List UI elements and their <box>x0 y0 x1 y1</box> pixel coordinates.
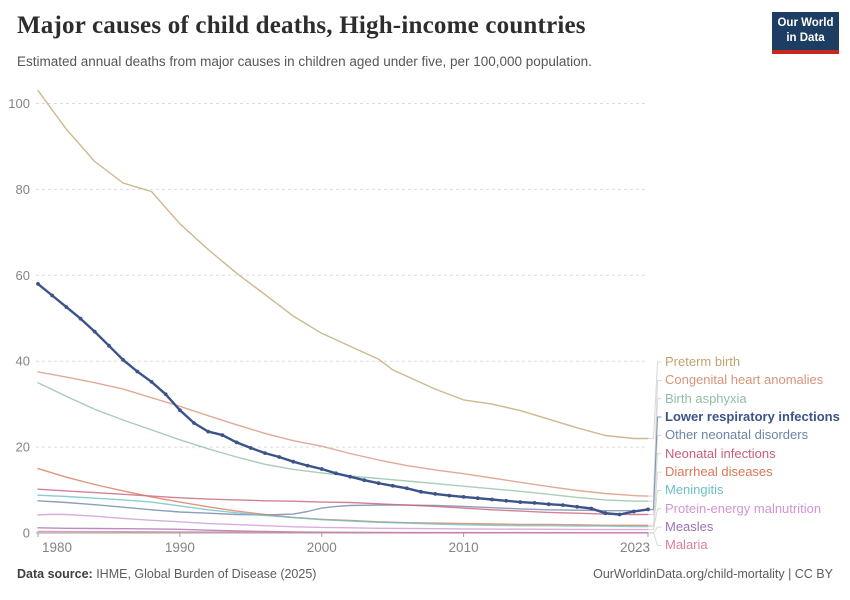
series-marker-lower-respiratory-infections <box>475 496 480 501</box>
legend-item-neonatal-infections[interactable]: Neonatal infections <box>665 445 776 461</box>
series-marker-lower-respiratory-infections <box>546 502 551 507</box>
series-marker-lower-respiratory-infections <box>561 503 565 507</box>
series-line-other-neonatal-disorders[interactable] <box>37 500 649 516</box>
series-marker-lower-respiratory-infections <box>646 507 650 512</box>
series-marker-lower-respiratory-infections <box>36 282 40 286</box>
series-marker-lower-respiratory-infections <box>220 433 225 437</box>
legend-item-other-neonatal-disorders[interactable]: Other neonatal disorders <box>665 427 809 443</box>
series-line-lower-respiratory-infections[interactable] <box>36 282 650 516</box>
y-tick-label-100: 100 <box>8 96 30 111</box>
series-marker-lower-respiratory-infections <box>50 293 55 298</box>
y-tick-label-60: 60 <box>16 268 30 283</box>
legend-item-protein-energy-malnutrition[interactable]: Protein-energy malnutrition <box>665 500 822 516</box>
series-marker-lower-respiratory-infections <box>192 421 196 425</box>
data-source: Data source: IHME, Global Burden of Dise… <box>17 567 316 581</box>
series-marker-lower-respiratory-infections <box>78 316 83 321</box>
x-tick-label-2000: 2000 <box>307 540 337 555</box>
series-marker-lower-respiratory-infections <box>277 455 282 459</box>
series-line-preterm-birth[interactable] <box>37 89 649 440</box>
series-marker-lower-respiratory-infections <box>504 498 508 503</box>
series-marker-lower-respiratory-infections <box>334 471 338 476</box>
legend-item-preterm-birth[interactable]: Preterm birth <box>665 354 741 369</box>
owid-logo: Our World in Data <box>772 12 839 54</box>
data-source-value: IHME, Global Burden of Disease (2025) <box>92 567 317 581</box>
legend-item-lower-respiratory-infections[interactable]: Lower respiratory infections <box>665 409 840 425</box>
series-marker-lower-respiratory-infections <box>163 392 168 397</box>
legend-item-meningitis[interactable]: Meningitis <box>665 482 724 498</box>
series-marker-lower-respiratory-infections <box>263 451 267 455</box>
series-line-meningitis[interactable] <box>37 494 649 528</box>
legend-item-birth-asphyxia[interactable]: Birth asphyxia <box>665 390 747 406</box>
series-marker-lower-respiratory-infections <box>291 459 296 464</box>
y-tick-label-80: 80 <box>16 182 30 197</box>
y-tick-label-40: 40 <box>16 354 30 369</box>
owid-logo-line2: in Data <box>786 31 825 44</box>
series-line-diarrheal-diseases[interactable] <box>37 467 649 526</box>
legend-connector-birth-asphyxia <box>649 398 662 502</box>
series-marker-lower-respiratory-infections <box>390 483 395 488</box>
x-tick-label-2010: 2010 <box>449 540 479 555</box>
legend-item-measles[interactable]: Measles <box>665 519 714 535</box>
x-tick-label-1980: 1980 <box>42 540 72 555</box>
x-tick-label-2023: 2023 <box>620 540 650 555</box>
y-tick-label-20: 20 <box>16 440 30 455</box>
series-marker-lower-respiratory-infections <box>419 489 423 494</box>
legend-item-malaria[interactable]: Malaria <box>665 537 708 553</box>
series-marker-lower-respiratory-infections <box>631 509 636 514</box>
x-tick-label-1990: 1990 <box>165 540 195 555</box>
page-title: Major causes of child deaths, High-incom… <box>17 12 586 39</box>
series-marker-lower-respiratory-infections <box>149 379 154 384</box>
data-source-label: Data source: <box>17 567 93 581</box>
series-line-malaria[interactable] <box>37 530 649 534</box>
legend-connector-preterm-birth <box>649 361 662 439</box>
series-marker-lower-respiratory-infections <box>64 305 69 309</box>
series-marker-lower-respiratory-infections <box>617 512 622 517</box>
chart-legend: Preterm birth Congenital heart anomalies B… <box>665 353 840 555</box>
series-line-congenital-heart-anomalies[interactable] <box>37 371 649 497</box>
series-marker-lower-respiratory-infections <box>575 504 579 509</box>
y-tick-label-0: 0 <box>23 526 30 541</box>
series-marker-lower-respiratory-infections <box>433 492 438 496</box>
series-marker-lower-respiratory-infections <box>206 429 211 434</box>
series-marker-lower-respiratory-infections <box>121 358 125 362</box>
series-marker-lower-respiratory-infections <box>518 500 523 504</box>
series-marker-lower-respiratory-infections <box>461 495 466 499</box>
series-marker-lower-respiratory-infections <box>348 474 352 479</box>
series-marker-lower-respiratory-infections <box>490 497 494 502</box>
series-marker-lower-respiratory-infections <box>319 467 324 471</box>
series-marker-lower-respiratory-infections <box>305 463 310 468</box>
series-marker-lower-respiratory-infections <box>532 501 537 505</box>
legend-connector-lower-respiratory-infections <box>649 416 662 510</box>
series-marker-lower-respiratory-infections <box>248 446 253 450</box>
series-marker-lower-respiratory-infections <box>589 506 594 511</box>
series-marker-lower-respiratory-infections <box>376 481 381 486</box>
series-line-neonatal-infections[interactable] <box>37 488 649 516</box>
legend-connector-neonatal-infections <box>649 453 662 515</box>
page-subtitle: Estimated annual deaths from major cause… <box>17 54 592 69</box>
series-line-protein-energy-malnutrition[interactable] <box>37 513 649 531</box>
legend-connector-meningitis <box>649 489 662 528</box>
series-marker-lower-respiratory-infections <box>234 440 239 445</box>
legend-connector-malaria <box>649 532 662 546</box>
legend-connector-diarrheal-diseases <box>649 471 662 526</box>
series-marker-lower-respiratory-infections <box>404 486 409 491</box>
series-marker-lower-respiratory-infections <box>92 329 97 334</box>
series-marker-lower-respiratory-infections <box>135 369 140 374</box>
legend-item-congenital-heart-anomalies[interactable]: Congenital heart anomalies <box>665 372 824 388</box>
legend-connector-protein-energy-malnutrition <box>649 508 662 531</box>
series-marker-lower-respiratory-infections <box>107 343 111 348</box>
chart-footer: Data source: IHME, Global Burden of Dise… <box>17 567 833 581</box>
series-marker-lower-respiratory-infections <box>178 408 182 413</box>
series-marker-lower-respiratory-infections <box>447 493 452 498</box>
owid-logo-line1: Our World <box>777 17 834 29</box>
legend-item-diarrheal-diseases[interactable]: Diarrheal diseases <box>665 464 773 480</box>
attribution: OurWorldinData.org/child-mortality | CC … <box>593 567 833 581</box>
series-marker-lower-respiratory-infections <box>603 511 608 516</box>
series-marker-lower-respiratory-infections <box>362 478 367 483</box>
series-line-birth-asphyxia[interactable] <box>37 382 649 502</box>
